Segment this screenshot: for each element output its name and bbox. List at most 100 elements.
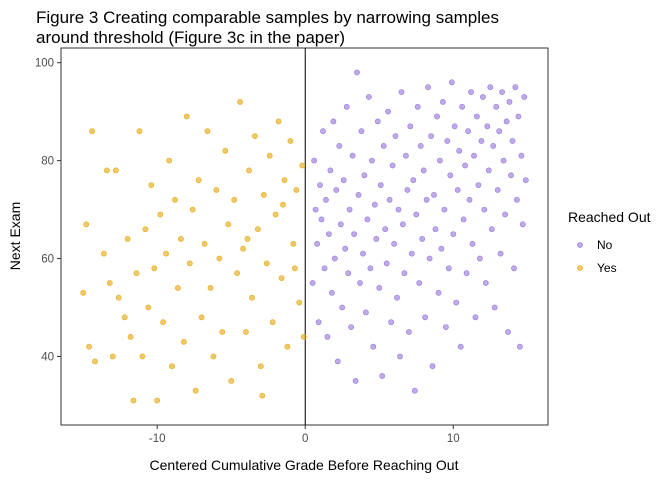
data-point-yes <box>251 133 258 139</box>
data-point-yes <box>177 235 184 242</box>
data-point-no <box>364 216 371 223</box>
data-point-no <box>348 324 354 330</box>
data-point-yes <box>80 289 87 296</box>
data-point-yes <box>154 397 161 404</box>
data-point-yes <box>124 235 131 242</box>
data-point-no <box>429 363 436 370</box>
data-point-no <box>508 172 514 179</box>
data-point-no <box>502 211 508 218</box>
data-point-no <box>451 123 458 130</box>
data-point-no <box>468 89 474 95</box>
points-layer <box>80 69 529 404</box>
data-point-yes <box>174 284 181 291</box>
data-point-no <box>453 299 460 306</box>
data-point-yes <box>104 167 110 174</box>
data-point-no <box>425 84 431 91</box>
data-point-yes <box>269 319 276 326</box>
chart-title-line-2: around threshold (Figure 3c in the paper… <box>36 28 345 47</box>
data-point-no <box>485 167 492 174</box>
data-point-no <box>457 343 464 350</box>
y-tick-label: 80 <box>41 156 54 168</box>
data-point-no <box>499 89 505 95</box>
data-point-yes <box>157 211 164 218</box>
data-point-no <box>360 250 366 257</box>
data-point-no <box>337 221 344 228</box>
data-point-no <box>382 226 389 233</box>
data-point-yes <box>112 167 119 174</box>
x-axis-title: Centered Cumulative Grade Before Reachin… <box>150 457 459 473</box>
data-point-no <box>345 270 352 277</box>
data-point-no <box>482 280 489 286</box>
data-point-no <box>456 147 463 154</box>
x-axis: -10 0 10 <box>149 425 460 445</box>
data-point-no <box>475 182 482 188</box>
data-point-no <box>325 231 332 237</box>
data-point-no <box>515 113 522 120</box>
data-point-yes <box>130 397 137 404</box>
data-point-no <box>398 89 405 95</box>
data-point-no <box>371 201 378 208</box>
data-point-no <box>462 162 468 169</box>
data-point-no <box>354 69 360 76</box>
data-point-no <box>367 265 374 272</box>
legend-key-no <box>577 242 583 248</box>
data-point-no <box>490 142 497 149</box>
data-point-yes <box>272 211 279 218</box>
data-point-no <box>426 255 433 262</box>
data-point-yes <box>142 226 149 233</box>
data-point-yes <box>92 358 98 365</box>
data-point-no <box>349 152 356 159</box>
data-point-no <box>422 314 428 321</box>
data-point-yes <box>257 363 264 370</box>
data-point-yes <box>166 157 172 164</box>
x-tick-label: 10 <box>447 433 460 445</box>
data-point-no <box>441 206 448 213</box>
data-point-yes <box>213 187 220 193</box>
data-point-no <box>385 108 391 115</box>
data-point-no <box>522 177 529 184</box>
data-point-no <box>491 304 498 311</box>
data-point-yes <box>121 314 128 321</box>
data-point-yes <box>259 392 266 399</box>
data-point-no <box>392 133 399 139</box>
data-point-no <box>517 343 523 350</box>
data-point-no <box>331 255 338 262</box>
data-point-yes <box>186 260 193 267</box>
data-point-no <box>374 118 381 125</box>
data-point-no <box>327 167 334 174</box>
data-point-no <box>368 157 375 164</box>
data-point-no <box>399 221 406 228</box>
data-point-yes <box>180 338 187 345</box>
data-point-no <box>386 196 393 203</box>
data-point-no <box>431 191 437 198</box>
data-point-no <box>487 84 494 91</box>
y-tick-label: 100 <box>35 58 54 70</box>
data-point-no <box>473 113 480 120</box>
data-point-no <box>454 187 461 193</box>
data-point-yes <box>237 99 243 105</box>
data-point-yes <box>89 128 95 135</box>
data-point-yes <box>275 118 282 125</box>
data-point-no <box>352 377 359 384</box>
data-point-no <box>334 358 341 365</box>
data-point-no <box>404 187 411 193</box>
data-point-no <box>506 99 513 105</box>
data-point-no <box>342 245 349 252</box>
data-point-no <box>402 152 409 159</box>
data-point-no <box>442 324 449 330</box>
data-point-no <box>448 79 455 86</box>
data-point-no <box>447 172 454 179</box>
data-point-yes <box>293 187 300 193</box>
data-point-yes <box>160 319 166 326</box>
data-point-no <box>444 138 451 144</box>
data-point-yes <box>243 329 249 335</box>
data-point-yes <box>249 294 255 301</box>
data-point-no <box>511 265 517 272</box>
data-point-no <box>476 255 483 262</box>
data-point-no <box>407 123 414 130</box>
data-point-no <box>401 270 408 277</box>
series-yes <box>80 99 307 404</box>
data-point-yes <box>216 255 223 262</box>
data-point-no <box>432 226 439 233</box>
